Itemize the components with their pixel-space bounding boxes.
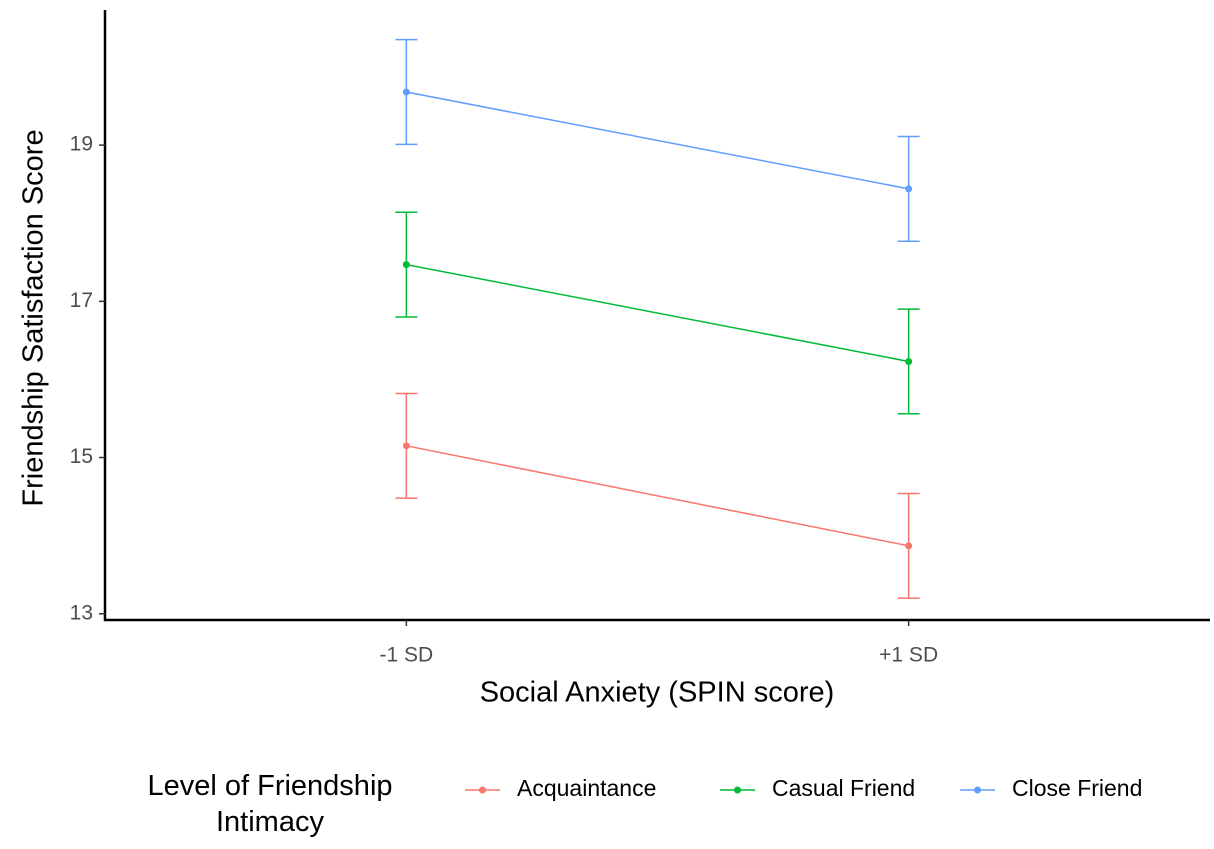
legend-label: Acquaintance <box>517 775 656 801</box>
legend-key-point <box>974 786 981 794</box>
series-line <box>406 91 909 190</box>
y-axis-title: Friendship Satisfaction Score <box>18 129 50 506</box>
legend-key-point <box>734 786 741 794</box>
series-line <box>406 263 909 363</box>
y-tick-label: 15 <box>70 445 93 468</box>
x-tick-label: +1 SD <box>879 644 938 667</box>
point <box>905 542 913 550</box>
x-axis-title: Social Anxiety (SPIN score) <box>480 677 835 709</box>
x-tick-label: -1 SD <box>380 644 434 667</box>
legend-key-point <box>479 786 486 794</box>
point <box>905 357 913 365</box>
point <box>402 442 410 450</box>
legend-title: Level of Friendship Intimacy <box>147 770 393 838</box>
point <box>402 88 410 96</box>
y-tick-label: 19 <box>70 133 93 156</box>
series-line <box>406 445 909 547</box>
legend-label: Close Friend <box>1012 775 1142 801</box>
point <box>905 185 913 193</box>
y-tick-label: 17 <box>70 289 93 312</box>
point <box>402 261 410 269</box>
legend-label: Casual Friend <box>772 775 915 801</box>
y-tick-label: 13 <box>70 601 93 624</box>
